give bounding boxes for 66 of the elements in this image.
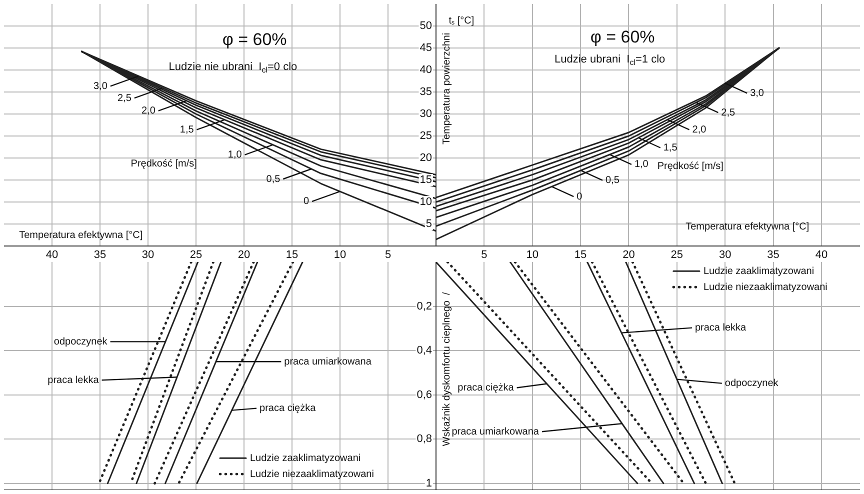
- x-axis-title: Temperatura efektywna [°C]: [686, 221, 810, 232]
- legend-label: Ludzie zaaklimatyzowani: [703, 266, 814, 277]
- annotation: 3,0: [94, 80, 108, 92]
- y-tick-label: 35: [420, 86, 432, 98]
- y-tick-label: 0,2: [416, 300, 432, 312]
- x-tick-label: 15: [286, 249, 298, 262]
- annotation: 3,0: [750, 88, 764, 99]
- x-axis-title: Temperatura efektywna [°C]: [19, 230, 143, 241]
- y-axis-title: Wskaźnik dyskomfortu cieplnego /: [441, 292, 452, 446]
- annotation: 0: [303, 196, 310, 208]
- x-tick-label: 20: [238, 249, 250, 262]
- x-tick-label: 25: [670, 249, 684, 262]
- annotation: 2,0: [142, 106, 156, 117]
- annotation: praca umiarkowana: [284, 356, 372, 368]
- annotation: praca ciężka: [458, 382, 514, 394]
- annotation: 1,5: [663, 142, 678, 154]
- x-tick-label: 35: [94, 249, 106, 262]
- annotation: 2,0: [692, 124, 707, 136]
- annotation: odpoczynek: [724, 378, 780, 390]
- x-tick-label: 25: [190, 249, 202, 262]
- y-tick-label: 10: [420, 196, 432, 208]
- legend-label: Ludzie niezaaklimatyzowani: [250, 468, 374, 480]
- y-axis-title: Temperatura powierzchni: [441, 32, 452, 145]
- x-tick-label: 40: [815, 249, 828, 262]
- annotation: 0: [576, 191, 583, 202]
- y-tick-label: 30: [420, 108, 432, 120]
- legend-label: Ludzie zaaklimatyzowani: [250, 452, 361, 464]
- x-tick-label: 20: [622, 249, 635, 262]
- y-tick-label: 20: [420, 152, 432, 164]
- y-tick-label: 1: [426, 477, 432, 490]
- y-tick-label: 0,4: [416, 344, 432, 357]
- x-tick-label: 35: [767, 249, 780, 262]
- x-tick-label: 40: [46, 249, 58, 262]
- annotation: odpoczynek: [54, 336, 108, 348]
- text: φ = 60%: [590, 28, 655, 47]
- annotation: Prędkość [m/s]: [130, 158, 198, 170]
- x-tick-label: 10: [334, 249, 346, 262]
- y-tick-label: 45: [420, 42, 432, 54]
- annotation: tₛ [°C]: [448, 16, 474, 27]
- annotation: 0,5: [606, 175, 620, 186]
- annotation: praca ciężka: [260, 403, 316, 414]
- x-tick-label: 5: [481, 249, 488, 262]
- text: φ = 60%: [222, 30, 287, 49]
- annotation: praca lekka: [48, 374, 100, 386]
- y-tick-label: 0,8: [416, 433, 432, 446]
- annotation: praca lekka: [694, 322, 747, 334]
- y-tick-label: 15: [420, 174, 432, 186]
- annotation: praca umiarkowana: [452, 426, 540, 438]
- x-tick-label: 15: [574, 249, 587, 262]
- annotation: 2,5: [721, 107, 736, 118]
- y-tick-label: 40: [420, 64, 432, 76]
- y-tick-label: 50: [420, 20, 432, 32]
- x-tick-label: 30: [142, 249, 154, 262]
- x-tick-label: 30: [718, 249, 732, 262]
- x-tick-label: 10: [526, 249, 538, 262]
- legend-label: Ludzie niezaaklimatyzowani: [703, 282, 828, 293]
- annotation: 1,5: [180, 124, 194, 136]
- annotation: 1,0: [228, 150, 242, 161]
- annotation: 0,5: [266, 174, 281, 185]
- annotation: Prędkość [m/s]: [657, 160, 724, 172]
- y-tick-label: 5: [426, 218, 432, 230]
- x-tick-label: 5: [384, 249, 392, 262]
- y-tick-label: 25: [420, 130, 432, 142]
- y-tick-label: 0,6: [416, 388, 432, 401]
- annotation: 2,5: [118, 92, 132, 104]
- annotation: 1,0: [634, 159, 649, 170]
